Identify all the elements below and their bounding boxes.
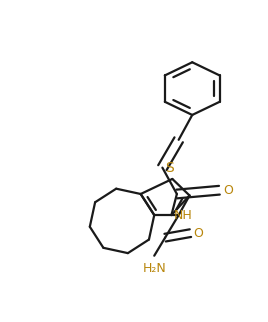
Text: H₂N: H₂N: [142, 262, 166, 275]
Text: O: O: [193, 227, 203, 240]
Text: S: S: [166, 161, 174, 175]
Text: NH: NH: [174, 209, 193, 222]
Text: O: O: [223, 184, 233, 197]
